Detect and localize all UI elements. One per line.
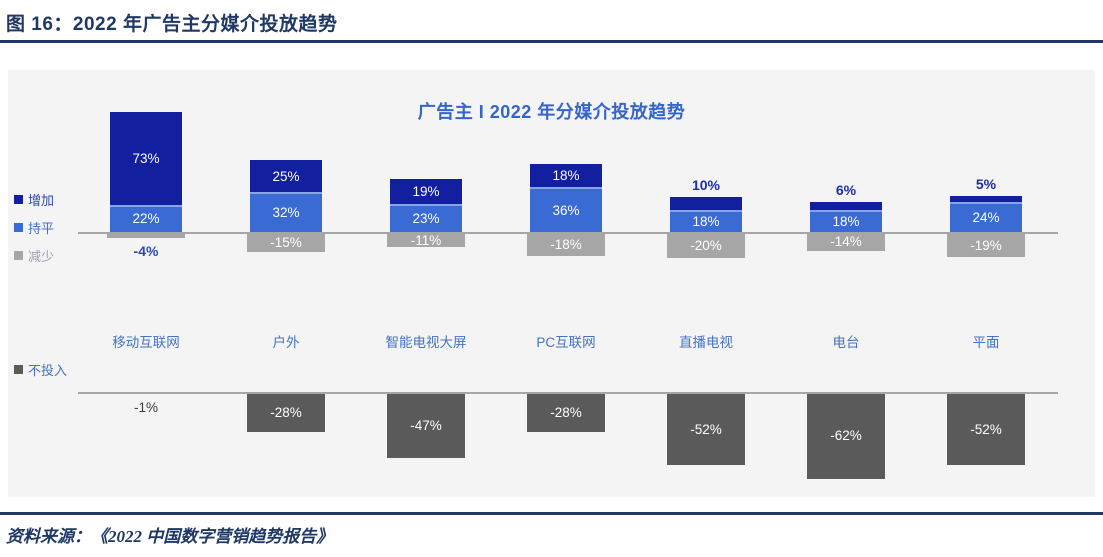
bar-value-label: 18%: [552, 168, 580, 184]
bar-segment-no-invest: -52%: [667, 393, 745, 466]
bar-segment-increase: [670, 197, 742, 211]
bar-segment-increase: [810, 202, 882, 211]
legend-label: 增加: [28, 193, 55, 208]
bar-segment-decrease: -18%: [527, 233, 605, 256]
bar-value-label: 25%: [272, 168, 300, 184]
bar-segment-no-invest: -28%: [527, 393, 605, 432]
bar-value-label: 18%: [692, 214, 720, 230]
legend-label: 减少: [28, 249, 55, 264]
legend-swatch-icon: [14, 251, 23, 260]
category-label: 智能电视大屏: [385, 335, 467, 350]
axis-bottom-zero-line: [78, 392, 1058, 394]
bar-value-label: -52%: [970, 421, 1002, 437]
source-divider-rule: [0, 512, 1103, 515]
bar-segment-flat: 23%: [390, 203, 462, 233]
bar-value-label: -19%: [970, 237, 1002, 253]
bar-value-label: -4%: [133, 243, 159, 260]
bar-value-label: 19%: [412, 184, 440, 200]
legend-item-0: 增加: [14, 190, 54, 209]
bar-segment-no-invest: -52%: [947, 393, 1025, 466]
category-label: 移动互联网: [112, 335, 180, 350]
category-label: 户外: [272, 335, 300, 350]
legend-item-3: 不投入: [14, 360, 67, 379]
bar-value-label: -20%: [690, 238, 722, 254]
chart-title: 广告主 I 2022 年分媒介投放趋势: [417, 102, 686, 122]
bar-segment-decrease: -15%: [247, 233, 325, 253]
category-label: 平面: [972, 335, 1000, 350]
bar-segment-flat: 18%: [670, 210, 742, 233]
bar-segment-flat: 22%: [110, 204, 182, 233]
legend-label: 持平: [28, 221, 55, 236]
category-label: 电台: [832, 335, 860, 350]
bar-value-label: 5%: [975, 176, 997, 193]
bar-segment-decrease: -19%: [947, 233, 1025, 258]
bar-value-label: -14%: [830, 234, 862, 250]
legend-item-1: 持平: [14, 218, 54, 237]
bar-value-label: -28%: [550, 404, 582, 420]
bar-segment-increase: 73%: [110, 111, 182, 205]
bar-segment-no-invest: -28%: [247, 393, 325, 432]
bar-segment-decrease: -20%: [667, 233, 745, 259]
bar-value-label: 18%: [832, 214, 860, 230]
legend-item-2: 减少: [14, 246, 54, 265]
bar-segment-decrease: [107, 233, 185, 239]
bar-value-label: -28%: [270, 404, 302, 420]
bar-value-label: 22%: [132, 211, 160, 227]
legend-swatch-icon: [14, 365, 23, 374]
bar-value-label: 36%: [552, 202, 580, 218]
bar-value-label: -52%: [690, 421, 722, 437]
bar-value-label: 23%: [412, 210, 440, 226]
bar-segment-increase: 18%: [530, 164, 602, 188]
bar-value-label: 6%: [835, 182, 857, 199]
category-label: PC互联网: [536, 335, 596, 350]
bar-value-label: 73%: [132, 150, 160, 166]
category-label: 直播电视: [679, 335, 733, 350]
bar-segment-decrease: -14%: [807, 233, 885, 251]
bar-segment-decrease: -11%: [387, 232, 465, 248]
bar-segment-increase: [950, 196, 1022, 203]
bar-segment-no-invest: -47%: [387, 393, 465, 459]
legend-label: 不投入: [28, 363, 68, 378]
bar-segment-flat: 18%: [810, 210, 882, 233]
bar-segment-flat: 24%: [950, 202, 1022, 233]
axis-top-zero-line: [78, 232, 1058, 234]
title-underline-rule: [0, 40, 1103, 43]
legend-swatch-icon: [14, 223, 23, 232]
bar-segment-flat: 36%: [530, 187, 602, 233]
bar-value-label: -18%: [550, 236, 582, 252]
bar-value-label: 32%: [272, 205, 300, 221]
bar-value-label: -47%: [410, 418, 442, 434]
bar-segment-no-invest: -62%: [807, 393, 885, 479]
bar-value-label: 10%: [691, 177, 721, 194]
figure-title: 图 16：2022 年广告主分媒介投放趋势: [6, 14, 338, 35]
legend-swatch-icon: [14, 195, 23, 204]
bar-value-label: -1%: [133, 400, 158, 416]
bar-value-label: -15%: [270, 235, 302, 251]
bar-value-label: 24%: [972, 210, 1000, 226]
source-note: 资料来源：《2022 中国数字营销趋势报告》: [6, 527, 334, 546]
bar-segment-increase: 19%: [390, 179, 462, 204]
bar-segment-flat: 32%: [250, 192, 322, 233]
bar-segment-increase: 25%: [250, 160, 322, 193]
bar-value-label: -62%: [830, 428, 862, 444]
bar-value-label: -11%: [410, 232, 442, 248]
